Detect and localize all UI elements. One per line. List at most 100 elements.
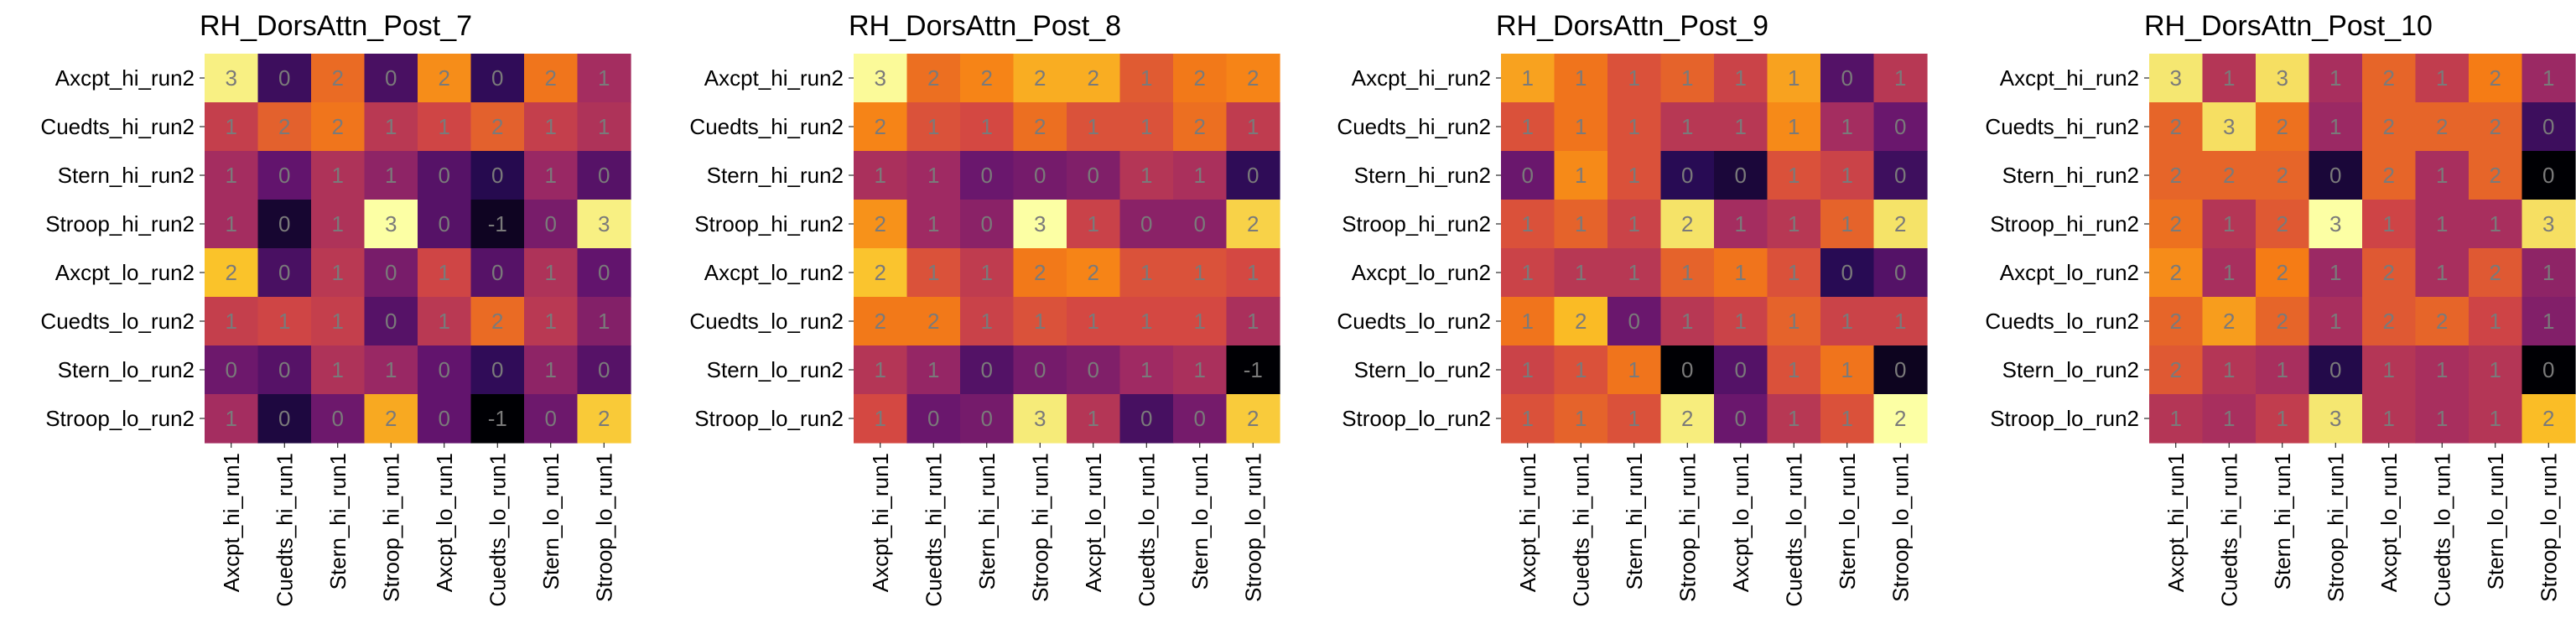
cell-value-label: 1 — [1735, 309, 1747, 334]
cell-value-label: 1 — [598, 114, 610, 139]
heatmap-cell — [257, 54, 312, 103]
cell-value-label: 0 — [1894, 260, 1906, 285]
heatmap-cell — [2202, 297, 2257, 346]
cell-value-label: 1 — [1140, 163, 1152, 188]
heatmap-cell — [2256, 200, 2310, 249]
cell-value-label: 0 — [1735, 357, 1747, 382]
cell-value-label: 1 — [1194, 163, 1206, 188]
heatmap-cell — [2415, 54, 2470, 103]
cell-value-label: 1 — [598, 65, 610, 91]
cell-value-label: 3 — [875, 65, 886, 91]
cell-value-label: 3 — [2223, 114, 2235, 139]
heatmap-cell — [1767, 54, 1821, 103]
cell-value-label: 0 — [1681, 357, 1693, 382]
heatmap-cell — [2256, 345, 2310, 395]
heatmap-cell — [1554, 102, 1608, 152]
x-tick-label: Axcpt_lo_run1 — [2376, 453, 2402, 592]
heatmap-cell — [1873, 54, 1928, 103]
y-tick-label: Cuedts_hi_run2 — [689, 114, 844, 139]
cell-value-label: 1 — [2223, 406, 2235, 431]
heatmap-cell — [1067, 151, 1121, 200]
heatmap-cell — [2149, 394, 2204, 444]
heatmap-cell — [2415, 248, 2470, 298]
chart-title: RH_DorsAttn_Post_7 — [200, 10, 472, 42]
heatmap-cell — [1660, 248, 1715, 298]
x-tick-label: Cuedts_hi_run1 — [1568, 453, 1593, 607]
heatmap-cell — [1767, 297, 1821, 346]
y-tick-label: Axcpt_hi_run2 — [55, 65, 195, 91]
heatmap-cell — [257, 151, 312, 200]
heatmap-cell — [257, 394, 312, 444]
heatmap-cell — [1119, 54, 1174, 103]
heatmap-cell — [2415, 151, 2470, 200]
heatmap-cell — [2202, 54, 2257, 103]
heatmap-cell — [1767, 248, 1821, 298]
cell-value-label: 0 — [385, 260, 397, 285]
heatmap-cell — [2521, 102, 2576, 152]
heatmap-cell — [1501, 394, 1555, 444]
heatmap-cell — [2469, 297, 2523, 346]
cell-value-label: 2 — [2436, 309, 2448, 334]
heatmap-cell — [2256, 394, 2310, 444]
heatmap-cell — [1660, 394, 1715, 444]
cell-value-label: 0 — [1140, 211, 1152, 236]
cell-value-label: 1 — [1088, 309, 1099, 334]
cell-value-label: 0 — [2329, 163, 2341, 188]
cell-value-label: 0 — [439, 406, 450, 431]
cell-value-label: 2 — [1247, 65, 1259, 91]
heatmap-cell — [2202, 345, 2257, 395]
heatmap-cell — [2362, 248, 2417, 298]
cell-value-label: 2 — [226, 260, 237, 285]
y-tick-label: Stern_hi_run2 — [1354, 163, 1491, 188]
cell-value-label: 3 — [2277, 65, 2288, 91]
cell-value-label: 1 — [2277, 357, 2288, 382]
cell-value-label: 2 — [2170, 357, 2182, 382]
cell-value-label: 0 — [278, 211, 290, 236]
cell-value-label: 2 — [1681, 406, 1693, 431]
heatmap-cell — [1820, 248, 1875, 298]
heatmap-cell — [2149, 151, 2204, 200]
heatmap-cell — [311, 200, 366, 249]
heatmap-cell — [1607, 54, 1662, 103]
heatmap-cell — [1501, 102, 1555, 152]
heatmap-cell — [257, 200, 312, 249]
heatmap-cell — [2521, 151, 2576, 200]
heatmap-cell — [2415, 102, 2470, 152]
cell-value-label: 1 — [598, 309, 610, 334]
heatmap-cell — [2202, 200, 2257, 249]
heatmap-cell — [205, 297, 259, 346]
heatmap-cell — [906, 394, 961, 444]
heatmap-cell — [1714, 345, 1768, 395]
heatmap-cell — [1607, 151, 1662, 200]
heatmap-cell — [2362, 394, 2417, 444]
cell-value-label: 1 — [1575, 260, 1587, 285]
cell-value-label: 3 — [2329, 211, 2341, 236]
cell-value-label: 2 — [2170, 114, 2182, 139]
heatmap-cell — [1873, 151, 1928, 200]
cell-value-label: 1 — [1522, 65, 1534, 91]
cell-value-label: 1 — [1522, 114, 1534, 139]
heatmap-cell — [364, 345, 418, 395]
cell-value-label: 2 — [2277, 309, 2288, 334]
cell-value-label: 2 — [1894, 211, 1906, 236]
heatmap-cell — [524, 200, 579, 249]
y-tick-label: Stroop_lo_run2 — [694, 406, 844, 431]
chart-title: RH_DorsAttn_Post_8 — [849, 10, 1121, 42]
heatmap-cell — [2202, 248, 2257, 298]
cell-value-label: 1 — [385, 114, 397, 139]
cell-value-label: 1 — [385, 357, 397, 382]
heatmap-cell — [1067, 54, 1121, 103]
cell-value-label: 1 — [1088, 406, 1099, 431]
cell-value-label: 2 — [927, 65, 939, 91]
heatmap-cell — [854, 151, 908, 200]
heatmap-cell — [1173, 297, 1228, 346]
x-tick-label: Stroop_hi_run1 — [1675, 453, 1700, 602]
heatmap-cell — [2149, 297, 2204, 346]
heatmap-cell — [2469, 345, 2523, 395]
cell-value-label: 0 — [491, 163, 503, 188]
cell-value-label: 1 — [1247, 114, 1259, 139]
cell-value-label: 1 — [1140, 65, 1152, 91]
heatmap-cell — [1873, 248, 1928, 298]
heatmap-cell — [257, 345, 312, 395]
